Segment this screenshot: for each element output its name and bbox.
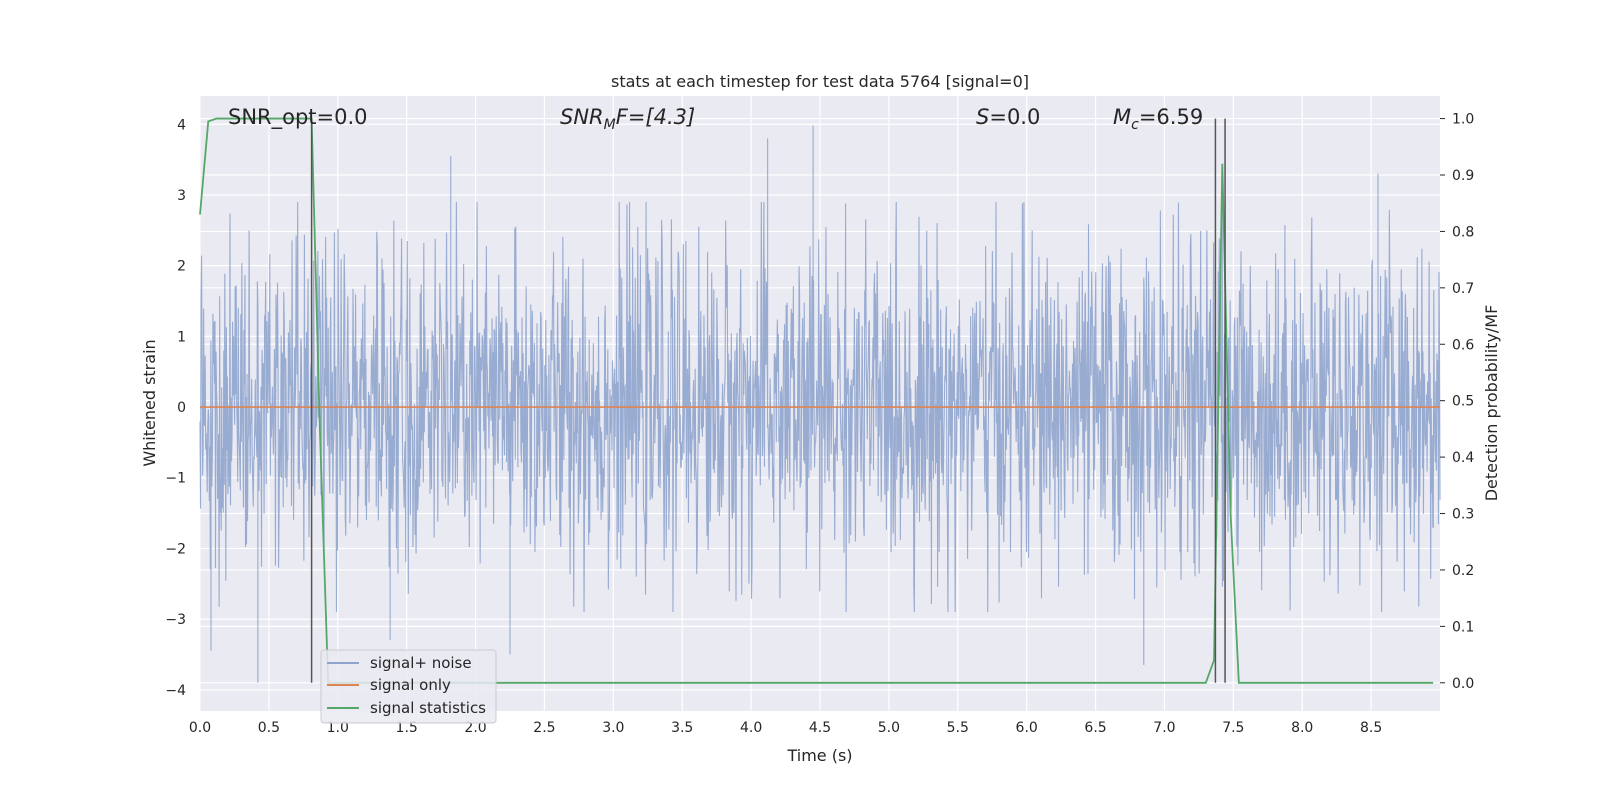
y-tick-label-left: 1 bbox=[177, 329, 186, 345]
y-tick-label-right: 0.5 bbox=[1452, 394, 1474, 410]
x-tick-label: 4.0 bbox=[740, 720, 762, 736]
annotation-s-tail: =0.0 bbox=[989, 105, 1040, 129]
legend-label-signal-noise: signal+ noise bbox=[370, 654, 472, 672]
x-tick-label: 6.5 bbox=[1084, 720, 1106, 736]
series-signal-noise bbox=[199, 125, 1441, 683]
y-tick-label-left: 3 bbox=[177, 188, 186, 204]
y-tick-label-left: 0 bbox=[177, 400, 186, 416]
legend-box bbox=[320, 649, 497, 724]
annotation-mc-main: M bbox=[1113, 105, 1131, 129]
y-tick-label-left: −1 bbox=[165, 471, 186, 487]
annotation-snr-mf-sub: M bbox=[604, 117, 616, 133]
y-axis-label-left: Whitened strain bbox=[140, 339, 159, 466]
legend-label-signal-statistics: signal statistics bbox=[370, 699, 486, 717]
x-tick-label: 4.5 bbox=[809, 720, 831, 736]
x-tick-label: 8.0 bbox=[1291, 720, 1313, 736]
y-tick-label-left: 2 bbox=[177, 259, 186, 275]
x-tick-label: 0.5 bbox=[258, 720, 280, 736]
y-tick-label-right: 1.0 bbox=[1452, 112, 1474, 128]
annotation-snr-mf: SNRMF=[4.3] bbox=[560, 105, 695, 133]
y-tick-label-right: 0.9 bbox=[1452, 168, 1474, 184]
x-tick-label: 1.0 bbox=[327, 720, 349, 736]
annotation-mc-sub: c bbox=[1131, 117, 1139, 133]
y-tick-label-right: 0.2 bbox=[1452, 563, 1474, 579]
annotation-s-main: S bbox=[976, 105, 989, 129]
x-tick-label: 3.0 bbox=[602, 720, 624, 736]
y-axis-label-right: Detection probability/MF bbox=[1482, 305, 1501, 502]
chart-title: stats at each timestep for test data 576… bbox=[611, 72, 1029, 91]
legend: signal+ noise signal only signal statist… bbox=[320, 649, 497, 724]
y-tick-label-left: −3 bbox=[165, 612, 186, 628]
line-signal-statistics bbox=[199, 117, 1434, 684]
annotation-snr-mf-main: SNR bbox=[560, 105, 604, 129]
y-tick-label-right: 0.4 bbox=[1452, 450, 1474, 466]
annotation-s: S=0.0 bbox=[976, 105, 1040, 129]
x-axis-label: Time (s) bbox=[786, 746, 852, 765]
x-tick-label: 1.5 bbox=[396, 720, 418, 736]
y-tick-label-left: −2 bbox=[165, 541, 186, 557]
vertical-markers bbox=[310, 118, 1226, 683]
x-tick-label: 5.5 bbox=[947, 720, 969, 736]
y-tick-label-left: 4 bbox=[177, 117, 186, 133]
x-tick-label: 0.0 bbox=[189, 720, 211, 736]
x-tick-label: 7.0 bbox=[1153, 720, 1175, 736]
y-tick-label-right: 0.1 bbox=[1452, 619, 1474, 635]
y-tick-label-right: 0.7 bbox=[1452, 281, 1474, 297]
line-signal-noise bbox=[199, 125, 1441, 683]
annotation-snr-opt: SNR_opt=0.0 bbox=[228, 105, 368, 130]
y-tick-label-right: 0.0 bbox=[1452, 676, 1474, 692]
x-tick-label: 5.0 bbox=[878, 720, 900, 736]
y-tick-label-right: 0.3 bbox=[1452, 507, 1474, 523]
annotation-mc-tail: =6.59 bbox=[1139, 105, 1203, 129]
series-lines bbox=[199, 117, 1440, 684]
annotation-snr-mf-tail: F=[4.3] bbox=[616, 105, 695, 129]
y-tick-label-left: −4 bbox=[165, 683, 186, 699]
annotation-mc: Mc=6.59 bbox=[1113, 105, 1203, 133]
ticks: 0.0 0.5 1.0 1.5 2.0 2.5 3.0 3.5 4.0 4.5 5.0 5.5 6.0 6… bbox=[165, 112, 1474, 736]
x-tick-label: 2.0 bbox=[464, 720, 486, 736]
x-tick-label: 8.5 bbox=[1360, 720, 1382, 736]
x-tick-label: 2.5 bbox=[533, 720, 555, 736]
x-tick-label: 6.0 bbox=[1016, 720, 1038, 736]
x-tick-label: 3.5 bbox=[671, 720, 693, 736]
legend-label-signal-only: signal only bbox=[370, 676, 451, 694]
y-tick-label-right: 0.8 bbox=[1452, 224, 1474, 240]
x-tick-label: 7.5 bbox=[1222, 720, 1244, 736]
y-tick-label-right: 0.6 bbox=[1452, 337, 1474, 353]
